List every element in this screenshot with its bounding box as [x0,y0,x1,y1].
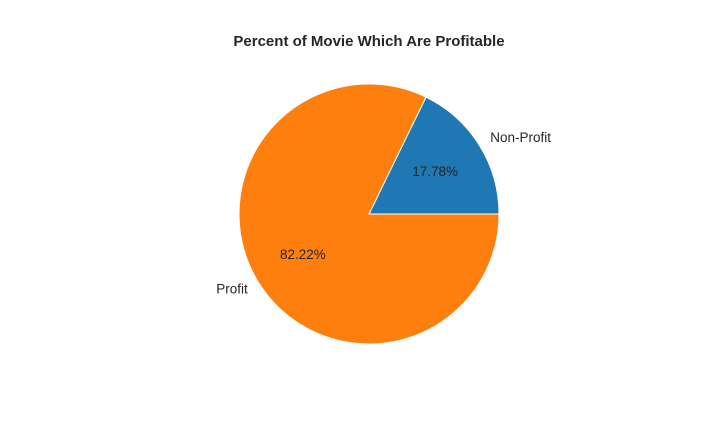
chart-title: Percent of Movie Which Are Profitable [233,33,504,50]
pie-labels: Non-Profit 17.78% Profit 82.22% [216,130,551,297]
percent-label-non-profit: 17.78% [412,164,458,179]
pie-slice-profit [238,83,500,345]
slice-label-non-profit: Non-Profit [490,130,551,145]
percent-label-profit: 82.22% [280,247,326,262]
slice-label-profit: Profit [216,281,248,296]
pie-slice-non-profit [368,96,500,215]
pie-slices [238,83,500,345]
